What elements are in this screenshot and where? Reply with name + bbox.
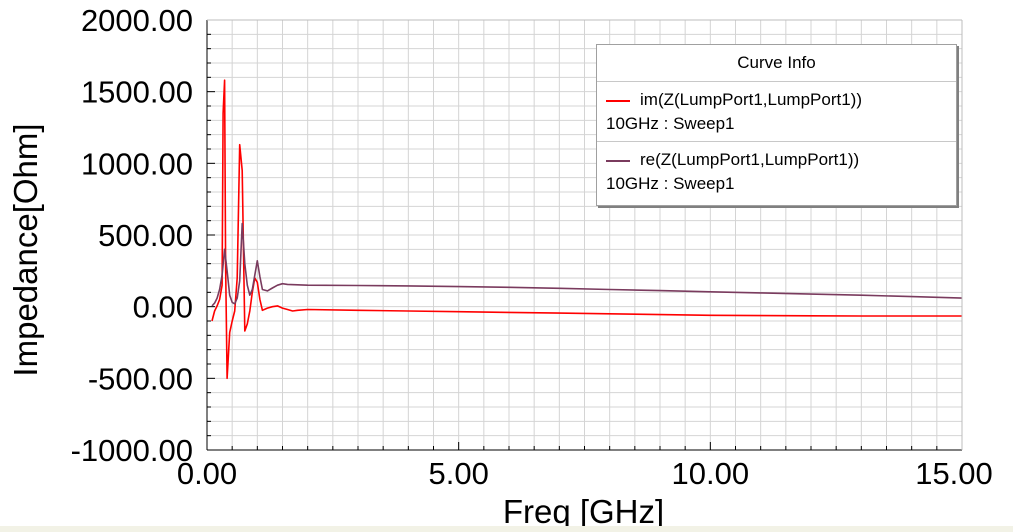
series-line-0 bbox=[211, 79, 962, 380]
y-tick-label: 2000.00 bbox=[81, 3, 193, 38]
y-tick-label: 0.00 bbox=[133, 290, 193, 325]
legend-name-im: im(Z(LumpPort1,LumpPort1)) bbox=[640, 90, 863, 109]
y-tick-label: -500.00 bbox=[88, 361, 193, 396]
x-axis-label: Freq [GHz] bbox=[503, 493, 664, 530]
legend-name-re: re(Z(LumpPort1,LumpPort1)) bbox=[640, 150, 860, 169]
legend[interactable]: Curve Info im(Z(LumpPort1,LumpPort1)) 10… bbox=[596, 44, 957, 206]
y-tick-label: 1500.00 bbox=[81, 75, 193, 110]
y-tick-label: 500.00 bbox=[98, 218, 193, 253]
legend-swatch-im bbox=[606, 100, 630, 102]
x-tick-label: 5.00 bbox=[428, 456, 488, 491]
x-tick-label: 0.00 bbox=[177, 456, 237, 491]
legend-sub-im: 10GHz : Sweep1 bbox=[606, 114, 735, 133]
legend-entry-re[interactable]: re(Z(LumpPort1,LumpPort1)) 10GHz : Sweep… bbox=[597, 142, 956, 202]
legend-swatch-re bbox=[606, 160, 630, 162]
x-tick-label: 10.00 bbox=[672, 456, 750, 491]
x-tick-label: 15.00 bbox=[915, 456, 993, 491]
y-tick-label: -1000.00 bbox=[71, 433, 193, 468]
y-axis-label: Impedance[Ohm] bbox=[7, 123, 44, 376]
y-tick-label: 1000.00 bbox=[81, 146, 193, 181]
legend-entry-im[interactable]: im(Z(LumpPort1,LumpPort1)) 10GHz : Sweep… bbox=[597, 82, 956, 142]
series-line-1 bbox=[211, 222, 963, 307]
legend-title: Curve Info bbox=[597, 45, 956, 82]
legend-sub-re: 10GHz : Sweep1 bbox=[606, 174, 735, 193]
status-strip bbox=[0, 526, 1013, 532]
